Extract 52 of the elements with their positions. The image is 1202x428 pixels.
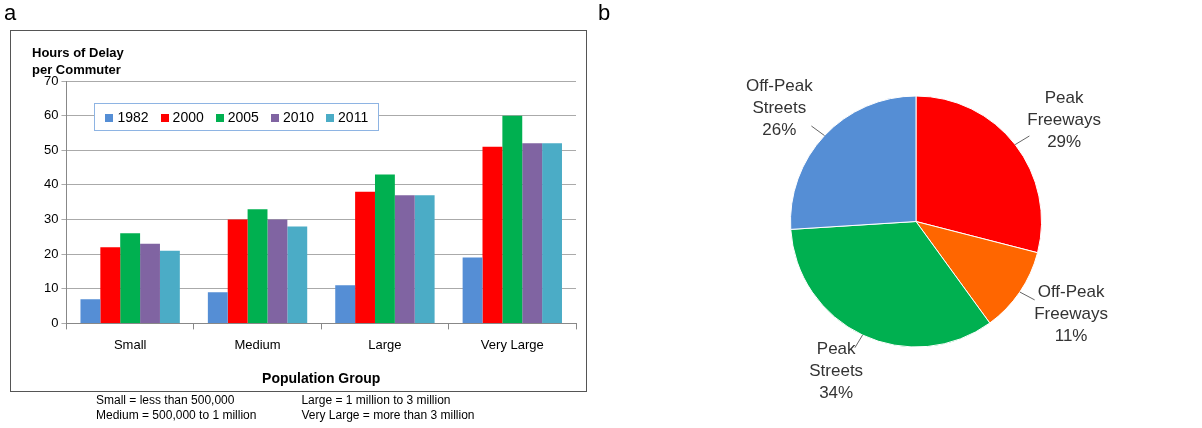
- slice-label: Peak Streets: [809, 338, 864, 380]
- x-tick-label: Large: [368, 336, 402, 352]
- bar: [374, 174, 395, 323]
- data-label: 34%: [819, 382, 854, 402]
- legend-label: 2010: [281, 109, 315, 125]
- bar: [522, 143, 543, 323]
- bar: [227, 219, 248, 323]
- text: Large = 1 million to 3 million: [301, 393, 452, 408]
- bar: [80, 299, 101, 323]
- y-tick-label: 40: [43, 176, 59, 192]
- x-tick-label: Small: [113, 336, 147, 352]
- bar: [335, 285, 356, 323]
- bar: [462, 257, 483, 323]
- legend-label: 2000: [171, 109, 204, 125]
- bar: [542, 143, 562, 323]
- bar: [159, 250, 180, 323]
- y-tick-label: 10: [43, 280, 59, 296]
- slice-label: Peak Freeways: [1027, 87, 1101, 129]
- text: Very Large = more than 3 million: [301, 408, 475, 423]
- bar: [120, 233, 141, 323]
- y-tick-label: 0: [51, 314, 59, 330]
- text: b: [598, 0, 611, 26]
- y-tick-label: 30: [43, 211, 59, 227]
- data-label: 11%: [1054, 326, 1088, 346]
- y-axis-title: Hours of Delay per Commuter: [32, 44, 124, 77]
- bar: [482, 146, 503, 323]
- text: Small = less than 500,000: [96, 393, 236, 408]
- slice-label: Off-Peak Streets: [745, 75, 814, 117]
- legend-label: 1982: [116, 109, 149, 125]
- bar: [502, 115, 523, 323]
- bar: [355, 191, 375, 323]
- slice-label: Off-Peak Freeways: [1034, 282, 1108, 324]
- data-label: 26%: [762, 119, 797, 139]
- text: a: [4, 0, 17, 26]
- y-tick-label: 50: [43, 141, 59, 157]
- y-tick-label: 60: [43, 107, 59, 123]
- text: Medium = 500,000 to 1 million: [96, 408, 257, 423]
- legend-label: 2005: [226, 109, 259, 125]
- bar: [100, 247, 121, 323]
- bar: [287, 226, 308, 323]
- x-tick-label: Very Large: [480, 336, 544, 352]
- x-axis-title: Population Group: [261, 370, 382, 386]
- legend-label: 2011: [337, 109, 369, 125]
- bar: [140, 243, 160, 323]
- bar: [394, 195, 415, 323]
- bar: [207, 292, 228, 323]
- x-tick-label: Medium: [234, 336, 281, 352]
- data-label: 29%: [1047, 131, 1082, 151]
- bar: [414, 195, 435, 323]
- bar: [247, 209, 268, 323]
- bar: [267, 219, 288, 323]
- y-tick-label: 20: [43, 245, 59, 261]
